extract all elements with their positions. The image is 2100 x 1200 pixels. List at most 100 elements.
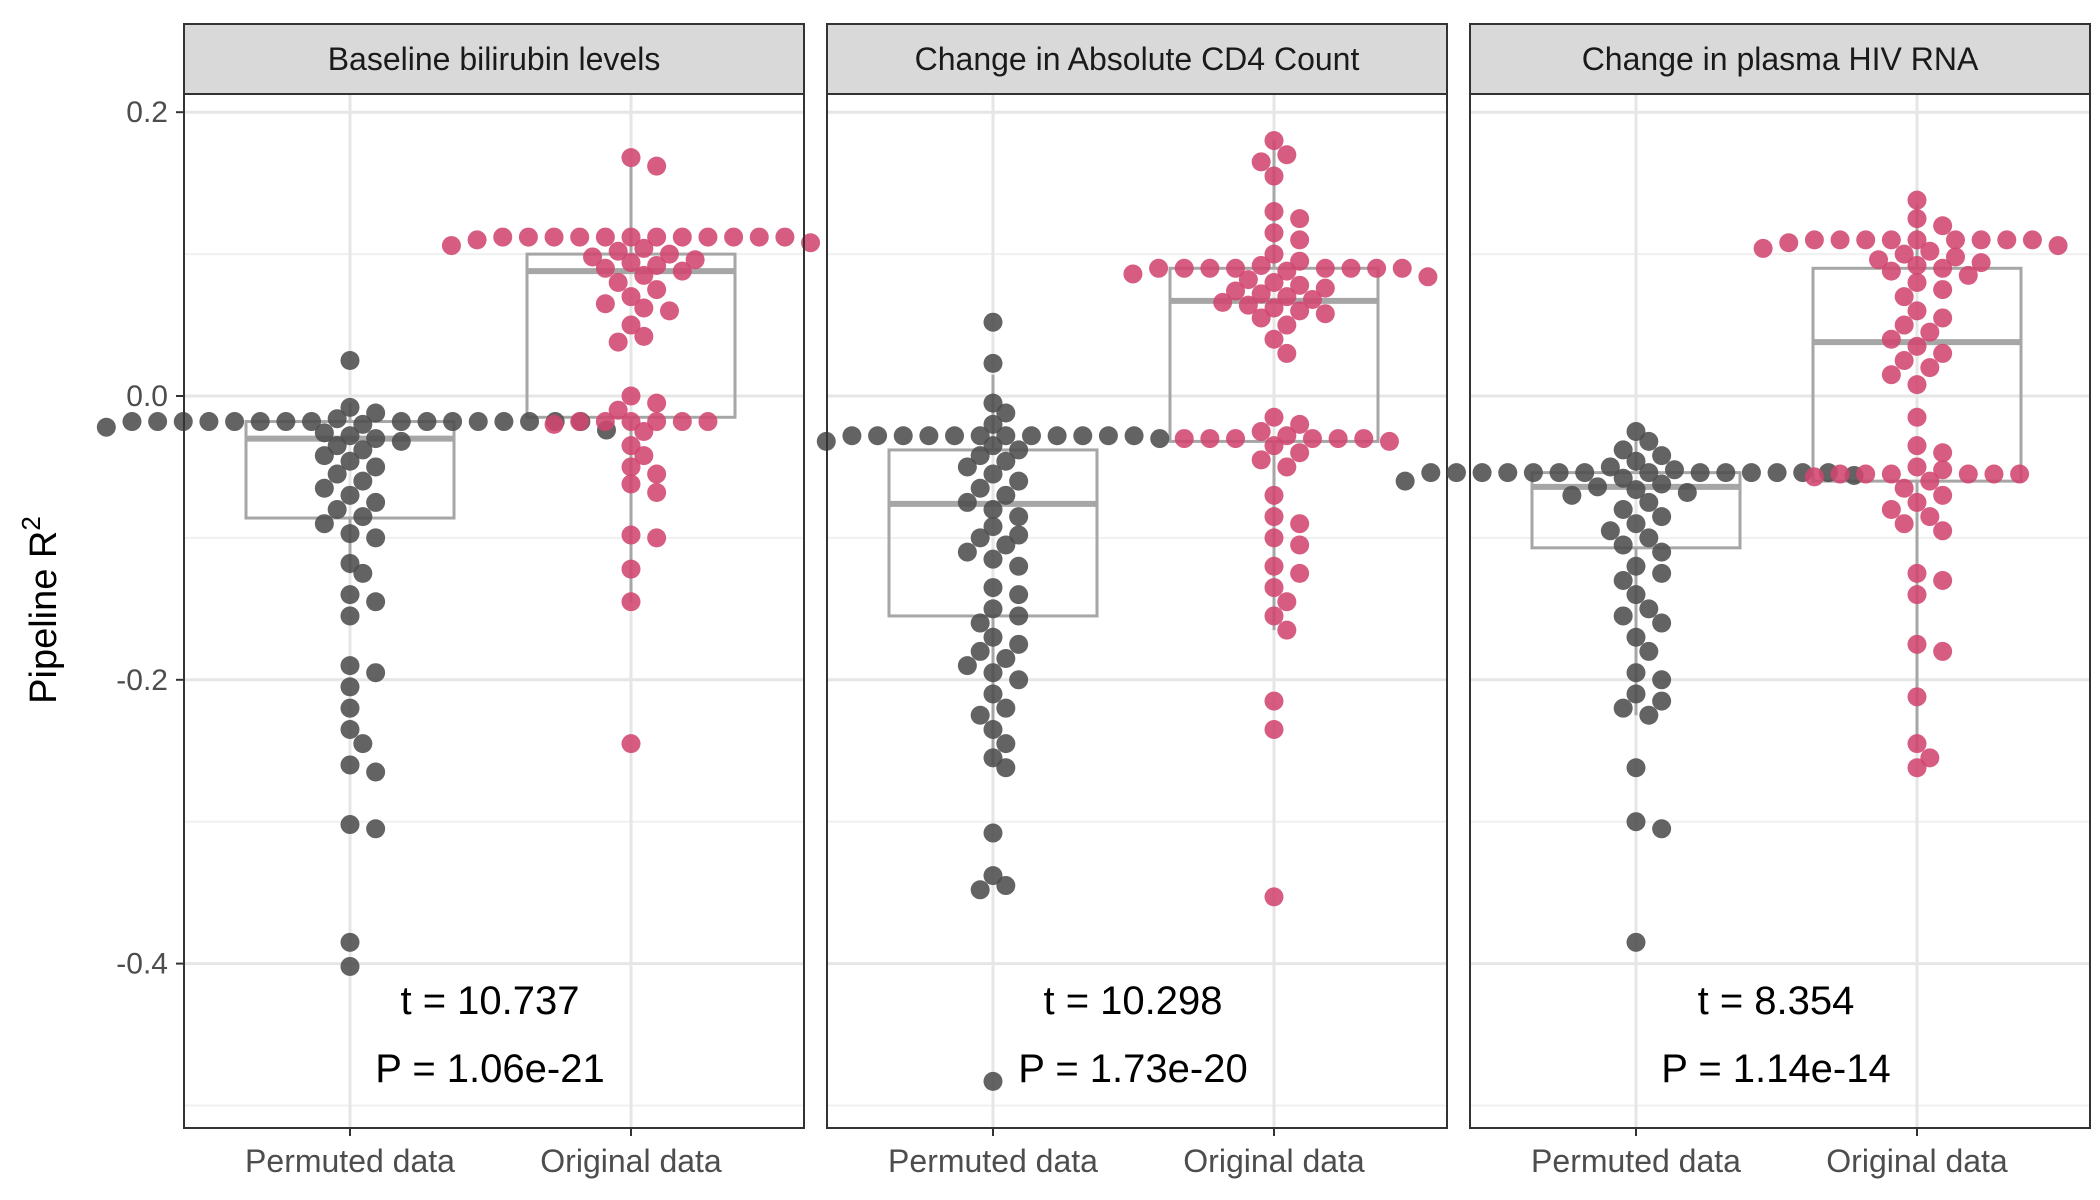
data-point <box>1881 464 1901 484</box>
data-point <box>957 492 977 512</box>
data-point <box>340 426 360 446</box>
data-point <box>1997 230 2017 250</box>
data-point <box>957 457 977 477</box>
data-point <box>1984 464 2004 484</box>
data-point <box>983 684 1003 704</box>
data-point <box>340 719 360 739</box>
data-point <box>1933 343 1953 363</box>
data-point <box>1613 570 1633 590</box>
data-point <box>647 280 667 300</box>
data-point <box>1881 500 1901 520</box>
data-point <box>1472 463 1492 483</box>
data-point <box>996 758 1016 778</box>
data-point <box>1626 627 1646 647</box>
data-point <box>1639 641 1659 661</box>
y-axis-title-main: Pipeline R <box>23 531 65 704</box>
data-point <box>1971 230 1991 250</box>
data-point <box>1741 463 1761 483</box>
data-point <box>672 227 692 247</box>
data-point <box>1613 468 1633 488</box>
data-point <box>1264 436 1284 456</box>
data-point <box>1907 563 1927 583</box>
data-point <box>1290 230 1310 250</box>
data-point <box>1639 599 1659 619</box>
data-point <box>1315 258 1335 278</box>
data-point <box>1264 556 1284 576</box>
data-point <box>1277 287 1297 307</box>
data-point <box>417 412 437 432</box>
data-point <box>621 457 641 477</box>
data-point <box>983 312 1003 332</box>
y-tick-label: -0.2 <box>116 664 168 697</box>
data-point <box>353 734 373 754</box>
data-point <box>1613 535 1633 555</box>
data-point <box>1716 463 1736 483</box>
data-point <box>340 485 360 505</box>
data-point <box>1933 460 1953 480</box>
data-point <box>1341 258 1361 278</box>
data-point <box>340 956 360 976</box>
facet-panel: Change in Absolute CD4 Count t = 10.298 P … <box>816 23 1448 1179</box>
data-point <box>1652 613 1672 633</box>
points-original <box>441 148 821 754</box>
data-point <box>2010 464 2030 484</box>
data-point <box>340 585 360 605</box>
x-tick-label: Permuted data <box>888 1143 1098 1179</box>
data-point <box>1830 464 1850 484</box>
data-point <box>698 227 718 247</box>
data-point <box>1264 887 1284 907</box>
data-point <box>983 823 1003 843</box>
data-point <box>1920 241 1940 261</box>
facet-strip-title: Change in plasma HIV RNA <box>1582 41 1979 77</box>
x-tick-label: Original data <box>1826 1143 2008 1179</box>
data-point <box>1562 485 1582 505</box>
data-point <box>647 255 667 275</box>
data-point <box>1251 450 1271 470</box>
data-point <box>1626 684 1646 704</box>
data-point <box>1626 480 1646 500</box>
data-point <box>583 247 603 267</box>
data-point <box>1290 563 1310 583</box>
data-point <box>983 353 1003 373</box>
data-point <box>353 563 373 583</box>
data-point <box>1600 521 1620 541</box>
data-point <box>970 478 990 498</box>
data-point <box>340 524 360 544</box>
points-permuted <box>816 312 1170 1091</box>
data-point <box>1226 429 1246 449</box>
data-point <box>1933 443 1953 463</box>
x-tick-label: Permuted data <box>245 1143 455 1179</box>
data-point <box>1907 336 1927 356</box>
data-point <box>366 762 386 782</box>
data-point <box>1315 278 1335 298</box>
data-point <box>1367 258 1387 278</box>
data-point <box>1907 375 1927 395</box>
data-point <box>1302 429 1322 449</box>
data-point <box>1639 705 1659 725</box>
data-point <box>1009 634 1029 654</box>
data-point <box>468 412 488 432</box>
data-point <box>1881 230 1901 250</box>
data-point <box>1894 287 1914 307</box>
data-point <box>647 156 667 176</box>
data-point <box>1920 507 1940 527</box>
data-point <box>1264 329 1284 349</box>
data-point <box>621 227 641 247</box>
data-point <box>919 426 939 446</box>
panel-border <box>826 93 1448 1129</box>
data-point <box>340 397 360 417</box>
data-point <box>970 641 990 661</box>
data-point <box>1523 463 1543 483</box>
data-point <box>1213 292 1233 312</box>
data-point <box>1677 482 1697 502</box>
data-point <box>1652 446 1672 466</box>
data-point <box>467 230 487 250</box>
data-point <box>634 326 654 346</box>
data-point <box>1150 429 1170 449</box>
data-point <box>893 426 913 446</box>
data-point <box>1290 251 1310 271</box>
data-point <box>1652 542 1672 562</box>
data-point <box>983 866 1003 886</box>
data-point <box>353 414 373 434</box>
